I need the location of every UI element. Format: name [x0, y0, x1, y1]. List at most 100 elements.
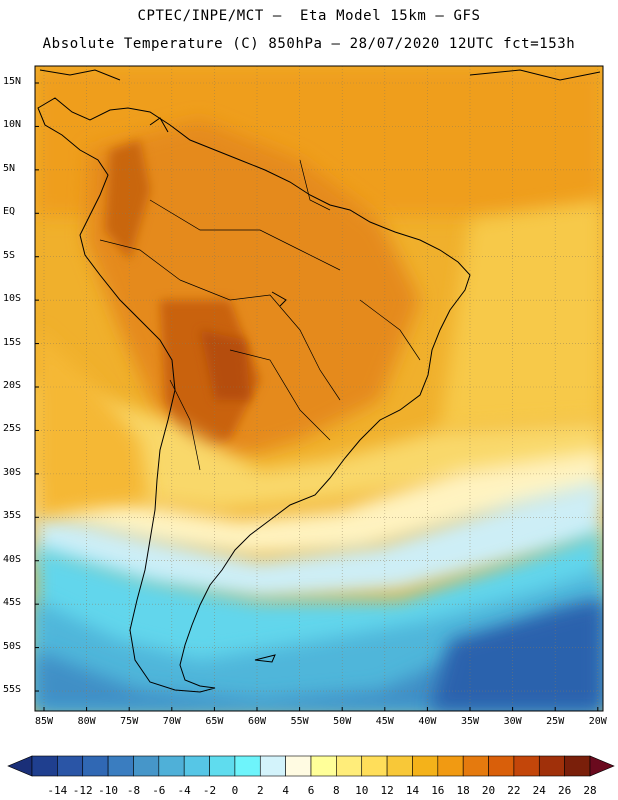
- colorbar-swatch: [361, 755, 388, 777]
- colorbar-swatch: [513, 755, 540, 777]
- colorbar-label: 22: [507, 784, 521, 797]
- colorbar-swatch: [336, 755, 363, 777]
- south-america-coast: [37, 97, 471, 693]
- lon-label-75w: 75W: [120, 716, 139, 727]
- colorbar-swatch: [133, 755, 160, 777]
- colorbar-swatch: [82, 755, 109, 777]
- colorbar-label: -4: [177, 784, 191, 797]
- colorbar-swatch: [285, 755, 312, 777]
- country-borders: [99, 159, 421, 471]
- lon-label-50w: 50W: [333, 716, 352, 727]
- falkland-islands: [254, 654, 276, 663]
- lat-label-45s: 45S: [3, 597, 22, 609]
- lat-label-15s: 15S: [3, 336, 22, 348]
- colorbar-label: 6: [307, 784, 315, 797]
- colorbar-swatch: [31, 755, 58, 777]
- lon-label-25w: 25W: [546, 716, 565, 727]
- colorbar-swatch: [259, 755, 286, 777]
- lake-maracaibo: [149, 117, 169, 133]
- colorbar-swatch: [209, 755, 236, 777]
- colorbar-swatch: [437, 755, 464, 777]
- lat-label-55s: 55S: [3, 684, 22, 696]
- lon-label-45w: 45W: [375, 716, 394, 727]
- colorbar-label: -12: [72, 784, 93, 797]
- graticule: [35, 66, 603, 711]
- colorbar-label: 8: [333, 784, 340, 797]
- colorbar: [7, 755, 615, 777]
- chart-title-line2: Absolute Temperature (C) 850hPa – 28/07/…: [42, 36, 576, 52]
- colorbar-label: 0: [231, 784, 239, 797]
- border-6: [359, 299, 421, 361]
- colorbar-swatch: [310, 755, 337, 777]
- colorbar-label: 24: [532, 784, 546, 797]
- border-1: [149, 199, 341, 271]
- field-east-ocean: [440, 200, 603, 430]
- colorbar-label: 10: [355, 784, 369, 797]
- colorbar-label: -10: [98, 784, 119, 797]
- lon-label-30w: 30W: [503, 716, 522, 727]
- colorbar-label: -14: [47, 784, 68, 797]
- lat-label-15n: 15N: [3, 76, 22, 87]
- colorbar-label: 18: [456, 784, 470, 797]
- colorbar-label: 28: [583, 784, 597, 797]
- colorbar-swatch: [412, 755, 439, 777]
- colorbar-swatch: [462, 755, 489, 777]
- lon-label-55w: 55W: [290, 716, 309, 727]
- lon-label-20w: 20W: [588, 716, 607, 727]
- colorbar-swatch: [107, 755, 134, 777]
- colorbar-swatch: [564, 755, 591, 777]
- coastlines: [37, 69, 601, 693]
- lon-label-80w: 80W: [77, 716, 96, 727]
- colorbar-label: 12: [380, 784, 394, 797]
- colorbar-label: -8: [126, 784, 141, 797]
- lat-label-30s: 30S: [3, 466, 22, 478]
- temperature-field: [35, 66, 603, 711]
- chart-title-line1: CPTEC/INPE/MCT – Eta Model 15km – GFS: [137, 8, 481, 24]
- border-3: [229, 349, 331, 441]
- lat-label-40s: 40S: [3, 553, 22, 565]
- lon-label-40w: 40W: [418, 716, 437, 727]
- lat-label-10n: 10N: [3, 119, 22, 131]
- caribbean-islands: [469, 69, 601, 81]
- lat-label-50s: 50S: [3, 640, 22, 652]
- lon-label-65w: 65W: [205, 716, 224, 727]
- lon-label-35w: 35W: [460, 716, 480, 727]
- colorbar-label: 26: [558, 784, 572, 797]
- lat-label-10s: 10S: [3, 293, 22, 305]
- field-south-cream: [35, 450, 603, 555]
- colorbar-label: 16: [431, 784, 445, 797]
- lat-label-5s: 5S: [3, 249, 16, 261]
- colorbar-swatch: [538, 755, 565, 777]
- field-chaco-hot: [200, 330, 250, 400]
- colorbar-swatch: [183, 755, 210, 777]
- colorbar-high-arrow: [589, 755, 615, 777]
- lat-label-20s: 20S: [3, 380, 22, 391]
- colorbar-label: 2: [256, 784, 264, 797]
- border-7: [169, 379, 201, 471]
- lon-label-70w: 70W: [162, 716, 181, 727]
- colorbar-swatch: [57, 755, 84, 777]
- colorbar-label: 4: [282, 784, 289, 797]
- colorbar-swatch: [488, 755, 515, 777]
- axis-ticks: [35, 82, 599, 711]
- border-5: [299, 159, 331, 211]
- border-4: [99, 239, 181, 281]
- caribbean-coast: [39, 69, 121, 81]
- colorbar-swatch: [234, 755, 261, 777]
- field-south-pale: [35, 480, 603, 600]
- lat-label-5n: 5N: [3, 162, 16, 174]
- lon-label-60w: 60W: [247, 716, 267, 727]
- colorbar-swatch: [386, 755, 413, 777]
- colorbar-label: -6: [152, 784, 166, 797]
- lat-label-eq: EQ: [3, 206, 16, 218]
- field-pacific-west: [35, 330, 150, 520]
- coast-detail: [271, 291, 287, 307]
- map-frame: [34, 65, 604, 712]
- lat-label-35s: 35S: [3, 510, 22, 522]
- colorbar-low-arrow: [7, 755, 33, 777]
- lat-label-25s: 25S: [3, 423, 22, 435]
- lon-label-85w: 85W: [34, 716, 54, 727]
- colorbar-label: 14: [405, 784, 420, 797]
- border-2: [179, 279, 341, 401]
